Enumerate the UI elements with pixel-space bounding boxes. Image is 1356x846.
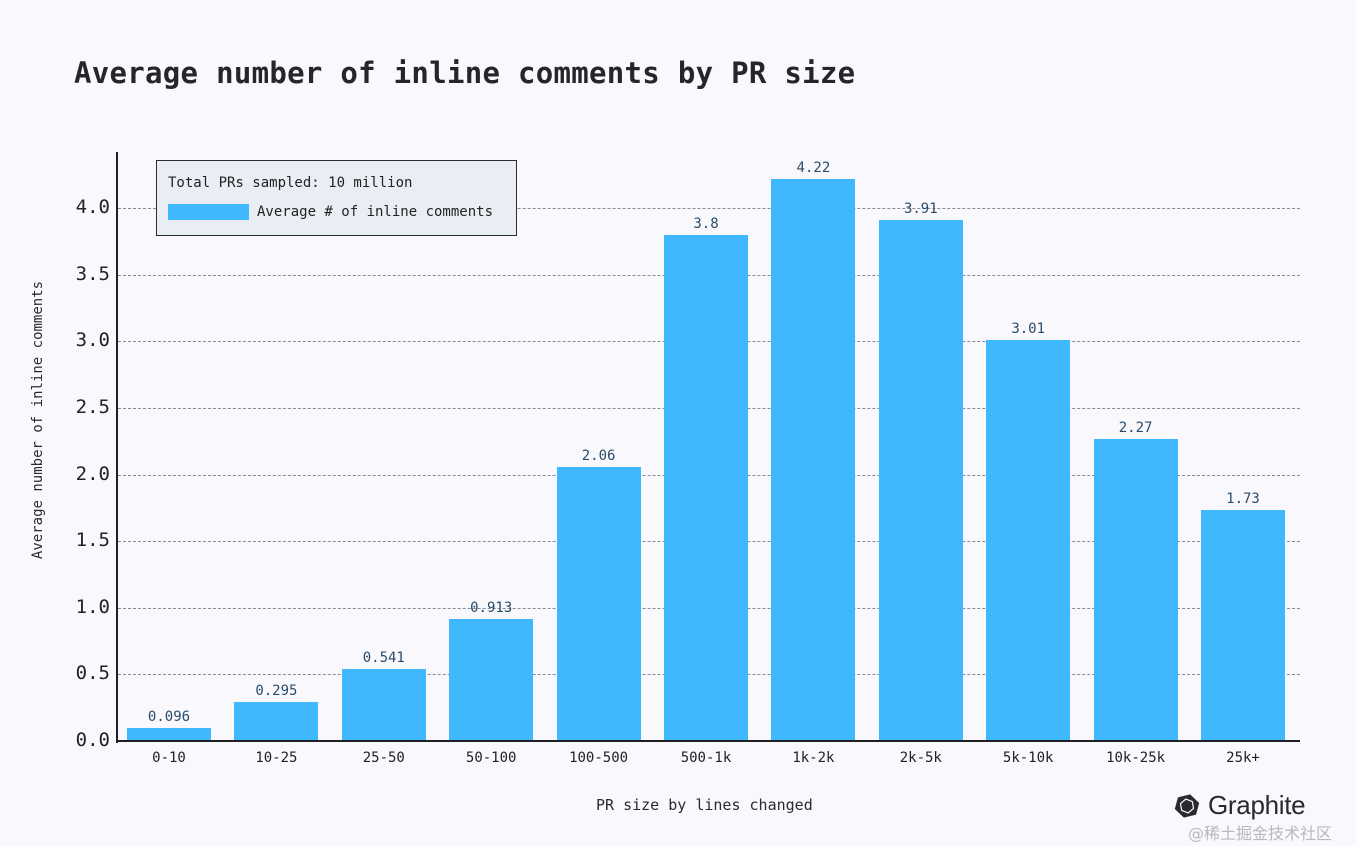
x-tick-label: 10k-25k <box>1106 750 1166 766</box>
y-tick-label: 2.5 <box>75 395 110 418</box>
legend: Total PRs sampled: 10 million Average # … <box>156 160 517 236</box>
legend-swatch <box>168 204 249 220</box>
bar-value-label: 4.22 <box>796 159 831 176</box>
x-tick-label: 5k-10k <box>1002 750 1054 766</box>
bar-value-label: 0.913 <box>470 600 513 617</box>
bar-value-label: 0.541 <box>362 649 405 666</box>
bar-value-label: 3.01 <box>1011 320 1046 337</box>
y-tick-label: 0.5 <box>75 662 110 685</box>
bar-2k-5k <box>878 219 963 741</box>
bar-25k+ <box>1201 510 1285 741</box>
bar-10-25 <box>234 701 319 741</box>
watermark: @稀土掘金技术社区 <box>1188 824 1333 843</box>
x-tick-label: 10-25 <box>255 750 298 766</box>
bar-value-label: 1.73 <box>1226 491 1260 508</box>
y-tick-label: 0.0 <box>75 729 110 751</box>
gridline <box>118 208 1300 209</box>
y-axis-label: Average number of inline comments <box>30 280 46 560</box>
y-tick-label: 1.5 <box>75 529 110 552</box>
bar-10k-25k <box>1093 438 1178 741</box>
bar-25-50 <box>341 668 426 741</box>
bar-value-label: 0.096 <box>147 709 191 726</box>
bar-50-100 <box>449 619 534 741</box>
y-tick-label: 4.0 <box>75 196 110 218</box>
x-tick-label: 0-10 <box>152 750 186 766</box>
bar-1k-2k <box>771 178 856 741</box>
legend-entry-label: Average # of inline comments <box>257 204 494 220</box>
bar-5k-10k <box>986 339 1071 741</box>
brand-logo: Graphite <box>1174 790 1306 821</box>
x-tick-label: 500-1k <box>680 750 732 766</box>
bar-value-label: 3.8 <box>693 215 719 232</box>
y-tick-label: 2.0 <box>75 462 110 485</box>
graphite-hexagon-logo-icon <box>1174 793 1200 818</box>
bar-value-label: 2.06 <box>581 447 616 464</box>
bar-500-1k <box>664 234 748 741</box>
legend-title: Total PRs sampled: 10 million <box>168 175 413 191</box>
bar-value-label: 2.27 <box>1118 419 1153 436</box>
chart-title: Average number of inline comments by PR … <box>74 56 856 90</box>
brand-name: Graphite <box>1208 790 1306 820</box>
x-tick-label: 50-100 <box>465 750 517 766</box>
x-axis-line <box>116 740 1300 742</box>
y-tick-label: 3.5 <box>75 262 110 285</box>
x-tick-label: 25k+ <box>1226 750 1260 766</box>
bar-0-10 <box>127 728 211 741</box>
y-tick-label: 3.0 <box>75 329 110 352</box>
y-axis-line <box>116 152 118 743</box>
x-tick-label: 2k-5k <box>899 750 942 766</box>
bar-100-500 <box>556 466 641 741</box>
bar-value-label: 0.295 <box>255 682 298 699</box>
x-axis-label: PR size by lines changed <box>596 796 813 814</box>
x-tick-label: 1k-2k <box>792 750 835 766</box>
x-tick-label: 100-500 <box>569 750 629 766</box>
x-tick-label: 25-50 <box>362 750 405 766</box>
y-tick-label: 1.0 <box>75 595 110 618</box>
bar-value-label: 3.91 <box>903 200 938 217</box>
